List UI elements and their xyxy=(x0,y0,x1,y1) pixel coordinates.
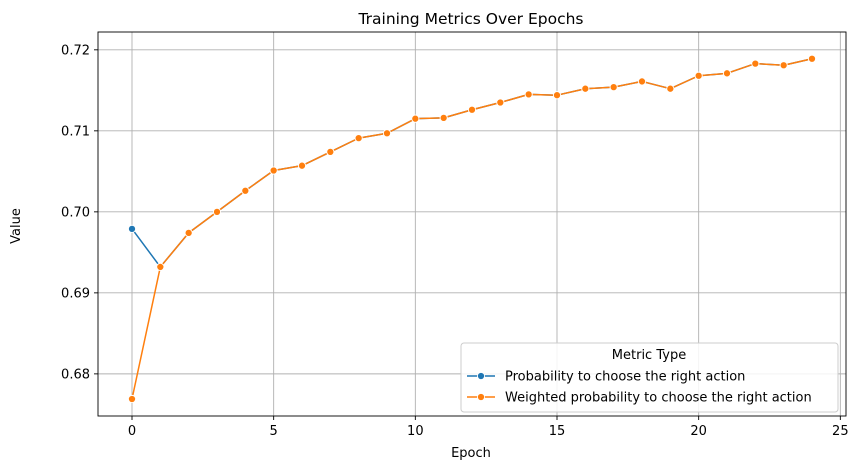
series-2 xyxy=(127,54,817,404)
data-point xyxy=(297,161,307,170)
data-point xyxy=(127,224,137,233)
legend-label: Weighted probability to choose the right… xyxy=(505,391,812,406)
x-tick-label: 25 xyxy=(832,424,849,439)
legend-title: Metric Type xyxy=(612,348,686,363)
data-point xyxy=(439,113,448,122)
y-tick-label: 0.71 xyxy=(61,124,90,139)
data-point xyxy=(241,186,250,195)
y-tick-label: 0.72 xyxy=(61,43,90,58)
data-point xyxy=(779,61,788,70)
x-tick-label: 15 xyxy=(549,424,566,439)
data-point xyxy=(524,90,533,99)
data-point xyxy=(666,84,675,93)
data-point xyxy=(156,262,165,271)
y-tick-label: 0.70 xyxy=(61,205,90,220)
y-tick-label: 0.68 xyxy=(61,367,90,382)
data-point xyxy=(212,207,222,216)
data-point xyxy=(637,77,647,86)
data-point xyxy=(609,83,618,92)
data-point xyxy=(411,114,420,123)
data-point xyxy=(694,71,703,80)
legend-item: Probability to choose the right action xyxy=(467,370,745,385)
y-axis-label: Value xyxy=(9,208,24,244)
x-axis-ticks: 0 5 10 15 20 25 xyxy=(128,416,849,439)
x-tick-label: 0 xyxy=(128,424,136,439)
legend-label: Probability to choose the right action xyxy=(505,370,745,385)
data-point xyxy=(751,59,760,68)
x-tick-label: 20 xyxy=(690,424,707,439)
data-point xyxy=(127,394,137,404)
y-tick-label: 0.69 xyxy=(61,286,90,301)
data-point xyxy=(382,129,392,138)
y-axis-ticks: 0.68 0.69 0.70 0.71 0.72 xyxy=(61,43,98,382)
data-point xyxy=(722,69,732,78)
data-point xyxy=(354,134,363,143)
series-layer xyxy=(127,54,817,404)
legend-box xyxy=(460,342,839,413)
data-point xyxy=(269,166,278,175)
data-point xyxy=(581,84,590,93)
x-axis-label: Epoch xyxy=(451,446,491,461)
data-point xyxy=(807,54,817,63)
data-point xyxy=(184,228,193,237)
legend-marker xyxy=(476,371,486,381)
legend: Metric Type Probability to choose the ri… xyxy=(460,342,839,413)
data-point xyxy=(552,91,562,100)
legend-marker xyxy=(476,392,486,402)
data-point xyxy=(496,98,505,107)
series-line xyxy=(131,57,813,268)
chart-title: Training Metrics Over Epochs xyxy=(357,10,583,28)
x-tick-label: 10 xyxy=(407,424,424,439)
data-point xyxy=(326,147,335,156)
plot-frame xyxy=(97,31,847,417)
series-1 xyxy=(127,54,817,271)
data-point xyxy=(467,105,477,114)
x-tick-label: 5 xyxy=(270,424,278,439)
grid-lines xyxy=(98,32,846,416)
legend-item: Weighted probability to choose the right… xyxy=(467,391,812,406)
